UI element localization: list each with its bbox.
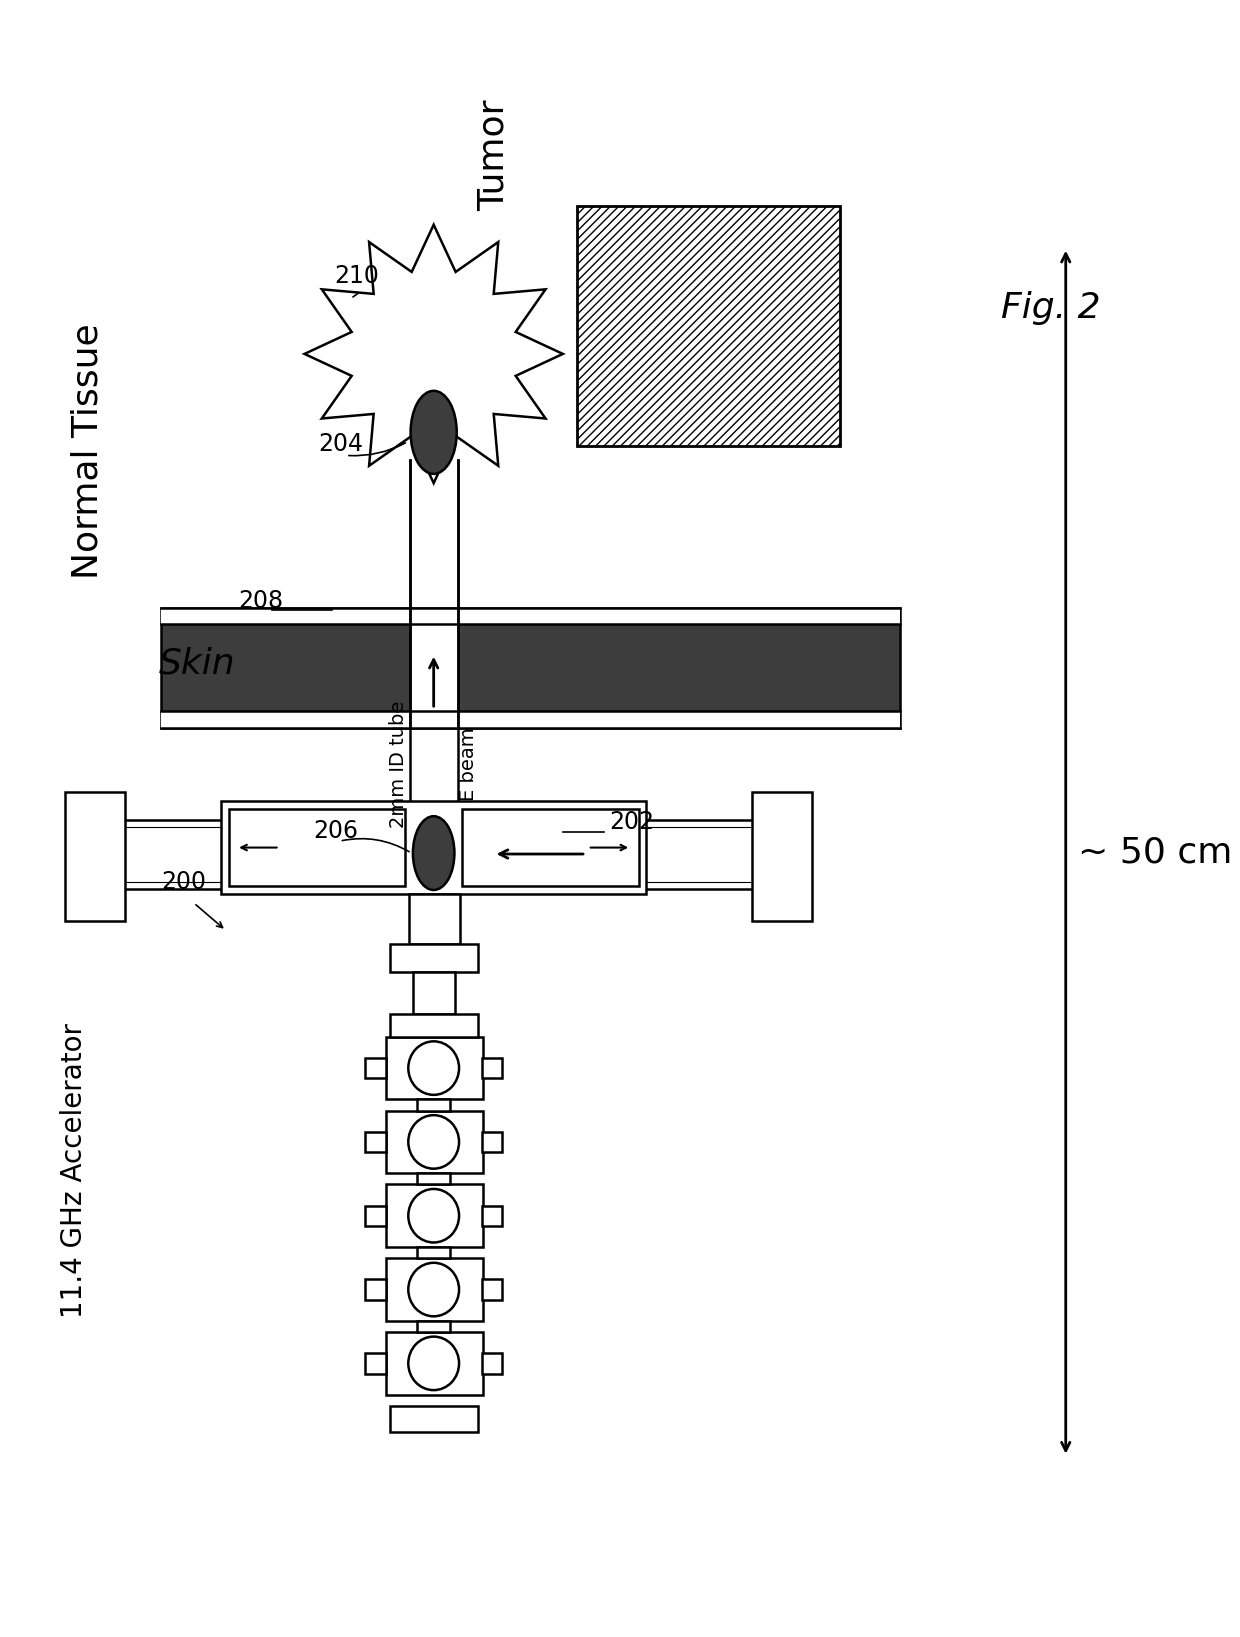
- Bar: [417, 1321, 450, 1333]
- Bar: [386, 1333, 482, 1395]
- Bar: [481, 1058, 502, 1079]
- Bar: [222, 802, 646, 894]
- Bar: [463, 809, 639, 886]
- Ellipse shape: [408, 1115, 459, 1169]
- Bar: [161, 607, 900, 727]
- Bar: [391, 945, 477, 972]
- Text: ~ 50 cm: ~ 50 cm: [1078, 835, 1233, 869]
- Text: 202: 202: [609, 810, 653, 835]
- Text: Fig. 2: Fig. 2: [1001, 291, 1101, 324]
- Bar: [366, 1280, 386, 1300]
- Bar: [481, 1205, 502, 1226]
- Bar: [417, 1174, 450, 1184]
- Text: 204: 204: [319, 432, 363, 455]
- Bar: [409, 607, 458, 727]
- Ellipse shape: [408, 1336, 459, 1390]
- Bar: [386, 1184, 482, 1247]
- Ellipse shape: [413, 817, 454, 891]
- Bar: [417, 1100, 450, 1110]
- Ellipse shape: [410, 391, 456, 473]
- Bar: [751, 792, 812, 922]
- Bar: [417, 1247, 450, 1259]
- Ellipse shape: [408, 1262, 459, 1316]
- Bar: [409, 894, 460, 945]
- Bar: [366, 1205, 386, 1226]
- Text: Normal Tissue: Normal Tissue: [71, 322, 104, 578]
- Text: E beam: E beam: [459, 728, 479, 802]
- Text: 208: 208: [238, 589, 283, 612]
- Text: 210: 210: [334, 264, 379, 288]
- Text: Skin: Skin: [159, 647, 236, 679]
- Bar: [366, 1131, 386, 1152]
- Text: 200: 200: [161, 871, 207, 894]
- Bar: [366, 1354, 386, 1373]
- Bar: [391, 1406, 477, 1432]
- Bar: [386, 1110, 482, 1174]
- Bar: [386, 1036, 482, 1100]
- Polygon shape: [305, 224, 563, 483]
- Bar: [413, 972, 455, 1013]
- Bar: [64, 792, 124, 922]
- Bar: [391, 1013, 477, 1036]
- Bar: [481, 1131, 502, 1152]
- Bar: [366, 1058, 386, 1079]
- Ellipse shape: [408, 1188, 459, 1242]
- Bar: [120, 820, 756, 889]
- Text: Tumor: Tumor: [476, 100, 511, 211]
- Bar: [161, 710, 900, 727]
- Text: 11.4 GHz Accelerator: 11.4 GHz Accelerator: [60, 1023, 88, 1318]
- Bar: [386, 1259, 482, 1321]
- Bar: [229, 809, 405, 886]
- Text: 206: 206: [314, 820, 358, 843]
- Ellipse shape: [408, 1041, 459, 1095]
- Bar: [577, 206, 839, 447]
- Bar: [481, 1280, 502, 1300]
- Bar: [161, 607, 900, 624]
- Text: 2mm ID tube: 2mm ID tube: [389, 701, 408, 828]
- Bar: [481, 1354, 502, 1373]
